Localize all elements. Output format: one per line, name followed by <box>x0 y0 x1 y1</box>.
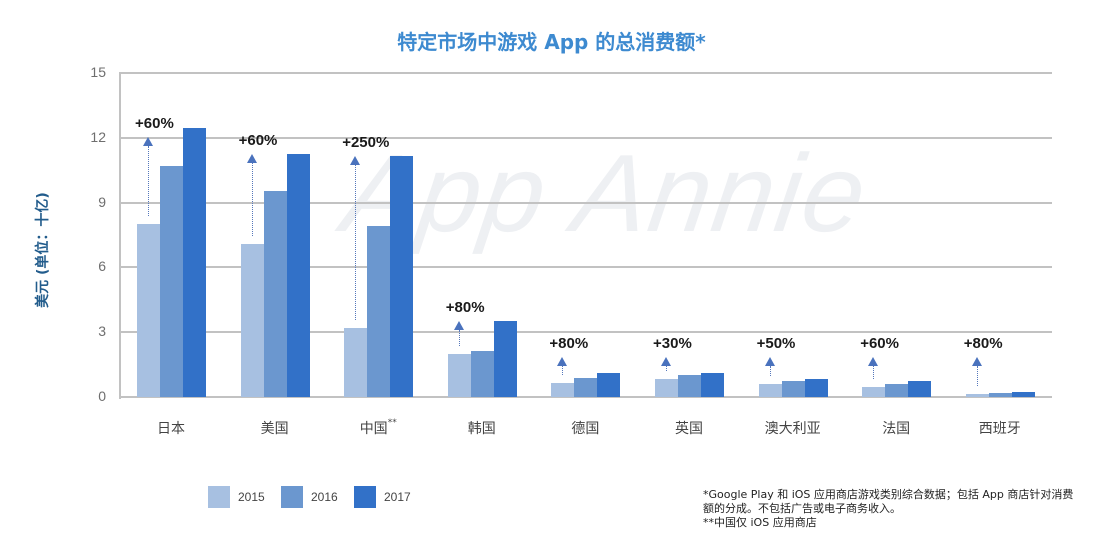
arrow-line <box>873 365 875 379</box>
y-axis-line <box>119 73 121 399</box>
bar-2016 <box>574 378 598 397</box>
x-tick-label: 法国 <box>882 421 911 437</box>
bar-2015 <box>551 382 575 397</box>
y-axis-label: 美元 (单位：十亿) <box>35 192 51 308</box>
y-tick-label: 9 <box>98 193 106 210</box>
legend-swatch <box>281 486 303 508</box>
growth-label: +250% <box>342 134 390 152</box>
footnote-1: *Google Play 和 iOS 应用商店游戏类别综合数据；包括 App 商… <box>703 488 1074 515</box>
arrow-line <box>769 365 771 377</box>
growth-label: +60% <box>860 334 899 352</box>
arrow-line <box>458 330 460 346</box>
arrow-up-icon <box>350 156 361 166</box>
x-tick-label: 美国 <box>260 421 289 437</box>
bar-2016 <box>678 375 701 397</box>
legend-swatch <box>208 486 230 508</box>
growth-label: +80% <box>963 334 1003 352</box>
growth-label: +80% <box>549 334 589 352</box>
arrow-line <box>666 365 667 371</box>
x-tick-label: 澳大利亚 <box>764 421 821 437</box>
bar-2016 <box>988 392 1012 397</box>
bar-2015 <box>965 394 989 397</box>
bar-2016 <box>781 381 805 397</box>
bar-2015 <box>137 224 160 397</box>
bar-2015 <box>655 378 678 397</box>
gridline <box>119 396 1052 398</box>
growth-label: +60% <box>238 132 278 149</box>
arrow-up-icon <box>661 356 671 366</box>
growth-label: +30% <box>653 334 692 352</box>
arrow-line <box>251 163 253 236</box>
footnote-2: **中国仅 iOS 应用商店 <box>703 516 817 529</box>
bar-2015 <box>862 386 886 397</box>
bar-2017 <box>597 373 621 397</box>
x-tick-label: 西班牙 <box>978 421 1021 437</box>
legend-swatch <box>354 486 376 508</box>
arrow-up-icon <box>764 356 775 366</box>
bar-2016 <box>160 165 183 397</box>
footnotes: *Google Play 和 iOS 应用商店游戏类别综合数据；包括 App 商… <box>703 488 1083 530</box>
growth-label: +80% <box>445 299 485 317</box>
arrow-up-icon <box>143 137 153 147</box>
x-tick-label: 日本 <box>157 421 185 437</box>
bar-2015 <box>344 327 368 397</box>
x-tick-label: 德国 <box>571 421 600 437</box>
gridline <box>119 201 1052 204</box>
bar-2017 <box>1011 391 1035 397</box>
y-tick-label: 6 <box>98 258 106 275</box>
arrow-line <box>976 365 978 387</box>
chart-title: 特定市场中游戏 App 的总消费额* <box>397 30 706 54</box>
legend-label: 2017 <box>384 490 411 504</box>
bar-2017 <box>183 128 206 397</box>
arrow-up-icon <box>557 356 568 366</box>
gridline <box>119 331 1052 334</box>
y-tick-label: 0 <box>98 388 106 404</box>
arrow-line <box>562 365 564 375</box>
bar-2017 <box>701 373 724 397</box>
legend-label: 2015 <box>238 490 265 504</box>
bar-2015 <box>240 243 264 397</box>
x-tick-label: 韩国 <box>467 421 496 437</box>
bar-2016 <box>367 226 391 397</box>
growth-label: +50% <box>756 334 796 352</box>
arrow-line <box>355 165 357 320</box>
y-tick-label: 15 <box>90 64 106 80</box>
arrow-up-icon <box>868 356 879 366</box>
bar-2015 <box>758 384 782 397</box>
y-tick-label: 12 <box>90 128 106 145</box>
y-tick-label: 3 <box>98 323 106 340</box>
bar-2017 <box>908 380 932 397</box>
growth-label: +60% <box>135 115 174 133</box>
gridline <box>119 72 1052 74</box>
legend-item-2016: 2016 <box>281 486 338 508</box>
bar-2017 <box>286 154 310 397</box>
legend-item-2017: 2017 <box>354 486 411 508</box>
plot-area <box>119 72 1052 399</box>
x-tick-label: 中国** <box>359 418 397 437</box>
arrow-up-icon <box>971 356 982 366</box>
bar-2017 <box>804 379 828 397</box>
arrow-line <box>148 146 149 217</box>
legend-label: 2016 <box>311 490 338 504</box>
bar-2017 <box>390 156 414 397</box>
arrow-up-icon <box>246 154 257 163</box>
bar-2015 <box>447 353 471 397</box>
bar-2016 <box>885 384 909 397</box>
x-tick-label: 英国 <box>675 421 703 437</box>
bar-2016 <box>263 190 287 397</box>
legend-item-2015: 2015 <box>208 486 265 508</box>
bar-2016 <box>470 350 494 397</box>
bar-2017 <box>493 321 517 397</box>
gridline <box>119 266 1052 269</box>
arrow-up-icon <box>453 321 464 331</box>
gridline <box>119 136 1052 139</box>
